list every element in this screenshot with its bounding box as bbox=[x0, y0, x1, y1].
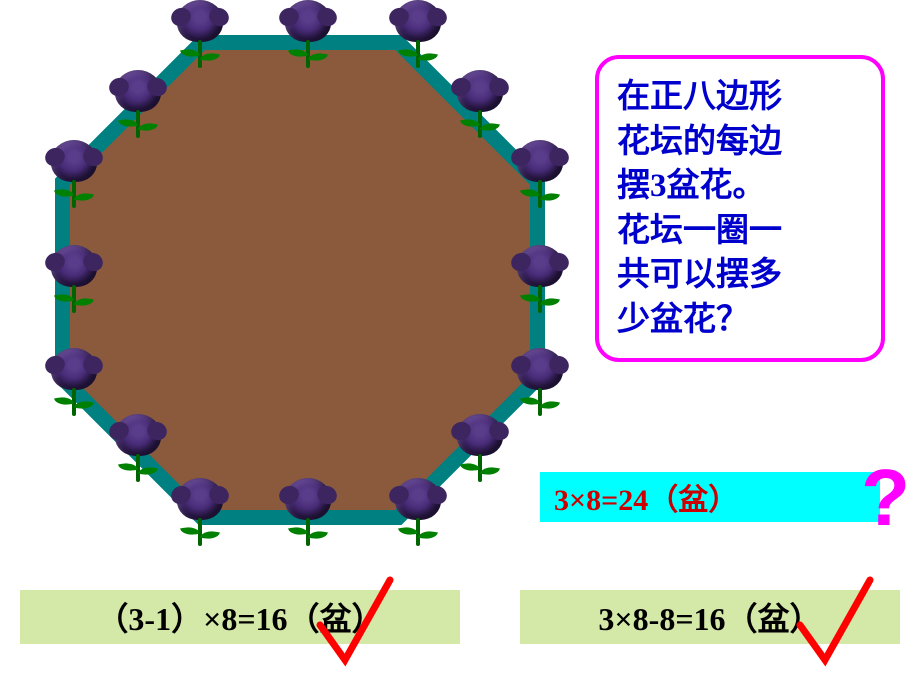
flower-icon bbox=[278, 478, 338, 548]
flower-icon bbox=[510, 140, 570, 210]
problem-text: 在正八边形 花坛的每边 摆3盆花。 花坛一圈一 共可以摆多 少盆花？ bbox=[617, 75, 863, 342]
flower-icon bbox=[108, 70, 168, 140]
flower-icon bbox=[450, 414, 510, 484]
flower-icon bbox=[388, 478, 448, 548]
answer1-text: （3-1）×8=16（盆） bbox=[96, 594, 383, 640]
flower-icon bbox=[278, 0, 338, 70]
octagon-diagram bbox=[30, 10, 570, 550]
flower-icon bbox=[450, 70, 510, 140]
flower-icon bbox=[170, 478, 230, 548]
flower-icon bbox=[44, 348, 104, 418]
answer1-box: （3-1）×8=16（盆） bbox=[20, 590, 460, 644]
flower-icon bbox=[510, 348, 570, 418]
wrong-answer-box: 3×8=24（盆） bbox=[540, 472, 880, 522]
answer2-text: 3×8-8=16（盆） bbox=[598, 594, 821, 640]
flower-icon bbox=[388, 0, 448, 70]
answer2-box: 3×8-8=16（盆） bbox=[520, 590, 900, 644]
flower-icon bbox=[108, 414, 168, 484]
flower-icon bbox=[170, 0, 230, 70]
question-mark-icon: ? bbox=[861, 452, 910, 544]
flower-icon bbox=[44, 245, 104, 315]
wrong-answer-text: 3×8=24（盆） bbox=[554, 475, 738, 519]
flower-icon bbox=[510, 245, 570, 315]
flower-icon bbox=[44, 140, 104, 210]
problem-box: 在正八边形 花坛的每边 摆3盆花。 花坛一圈一 共可以摆多 少盆花？ bbox=[595, 55, 885, 362]
